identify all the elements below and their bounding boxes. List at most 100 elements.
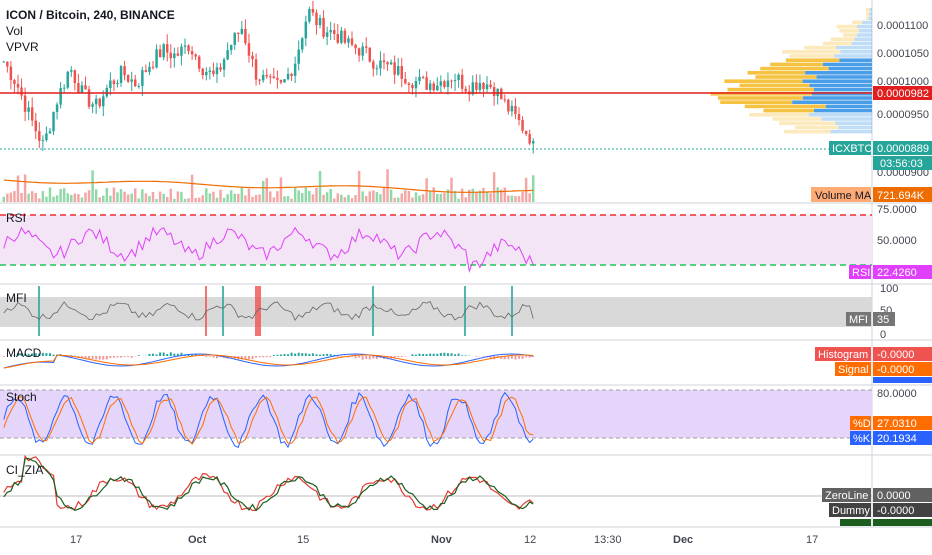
overlay-vol-label[interactable]: Vol bbox=[6, 24, 23, 38]
rsi-pane-title[interactable]: RSI bbox=[6, 211, 26, 225]
volume-bar bbox=[429, 191, 431, 202]
macd-pane-title[interactable]: MACD bbox=[6, 346, 42, 360]
candle-body bbox=[450, 81, 452, 82]
candle-body bbox=[84, 85, 86, 89]
mfi-pane-title[interactable]: MFI bbox=[6, 291, 27, 305]
candle-body bbox=[187, 45, 189, 51]
volume-bar bbox=[138, 198, 140, 202]
macd-histogram-bar bbox=[319, 355, 321, 356]
volume-bar bbox=[411, 198, 413, 202]
volume-bar bbox=[145, 193, 147, 202]
candle-body bbox=[123, 66, 125, 75]
candle-body bbox=[152, 67, 154, 68]
candle-body bbox=[351, 38, 353, 44]
macd-histogram-bar bbox=[326, 354, 328, 356]
volume-profile-up-bar bbox=[740, 84, 810, 88]
volume-bar bbox=[305, 187, 307, 202]
volume-bar bbox=[233, 194, 235, 202]
macd-histogram-bar bbox=[95, 356, 97, 359]
candle-body bbox=[489, 84, 491, 87]
volume-bar bbox=[329, 189, 331, 202]
candle-body bbox=[283, 79, 285, 82]
volume-bar bbox=[496, 187, 498, 202]
volume-bar bbox=[354, 195, 356, 202]
volume-bar bbox=[337, 193, 339, 202]
volume-bar bbox=[493, 172, 495, 202]
candle-body bbox=[461, 75, 463, 89]
macd-histogram-bar bbox=[330, 354, 332, 356]
volume-bar bbox=[386, 169, 388, 202]
volume-bar bbox=[401, 193, 403, 202]
candle-body bbox=[383, 61, 385, 63]
time-tick: Oct bbox=[188, 534, 207, 546]
volume-bar bbox=[280, 177, 282, 202]
macd-histogram-bar bbox=[308, 354, 310, 356]
macd-line bbox=[4, 354, 533, 368]
candle-body bbox=[319, 18, 321, 25]
mfi-signal-marker bbox=[38, 286, 40, 336]
candle-body bbox=[411, 85, 413, 88]
volume-bar bbox=[191, 175, 193, 202]
rsi-axis-tick: 50.0000 bbox=[877, 235, 917, 247]
volume-profile-up-bar bbox=[784, 130, 830, 134]
stoch-k-tag-text: %K bbox=[853, 433, 871, 445]
candle-body bbox=[77, 83, 79, 93]
overlay-vpvr-label[interactable]: VPVR bbox=[6, 40, 39, 54]
candle-body bbox=[198, 57, 200, 69]
candle-body bbox=[258, 80, 260, 81]
candle-body bbox=[326, 32, 328, 36]
volume-bar bbox=[443, 193, 445, 202]
candle-body bbox=[379, 61, 381, 69]
volume-bar bbox=[369, 191, 371, 202]
volume-profile-down-bar bbox=[834, 54, 872, 58]
stoch-pane-title[interactable]: Stoch bbox=[6, 390, 37, 404]
macd-histogram-bar bbox=[102, 356, 104, 360]
chart-title: ICON / Bitcoin, 240, BINANCE bbox=[6, 8, 175, 22]
candle-body bbox=[386, 62, 388, 64]
macd-histogram-bar bbox=[397, 356, 399, 357]
candle-body bbox=[504, 99, 506, 100]
volume-bar bbox=[155, 199, 157, 202]
macd-histogram-bar bbox=[138, 355, 140, 356]
cizia-dummy-value-text: -0.0000 bbox=[877, 505, 914, 517]
volume-bar bbox=[472, 189, 474, 202]
time-tick: 17 bbox=[806, 534, 818, 546]
candle-body bbox=[255, 59, 257, 79]
macd-histogram-bar bbox=[511, 356, 513, 359]
time-tick: Dec bbox=[673, 534, 693, 546]
macd-histogram-bar bbox=[148, 354, 150, 356]
candle-body bbox=[244, 29, 246, 43]
volume-profile-up-bar bbox=[804, 46, 836, 50]
volume-bar bbox=[106, 188, 108, 202]
volume-bar bbox=[379, 194, 381, 202]
candle-body bbox=[70, 70, 72, 72]
volume-bar bbox=[347, 195, 349, 202]
macd-histogram-bar bbox=[465, 355, 467, 356]
candle-body bbox=[223, 59, 225, 69]
macd-histogram-bar bbox=[255, 356, 257, 358]
cizia-pane-title[interactable]: CI_ZIA bbox=[6, 463, 43, 477]
volume-bar bbox=[432, 187, 434, 202]
price-tick: 0.0001100 bbox=[877, 20, 928, 32]
candle-body bbox=[13, 80, 15, 84]
macd-histogram-bar bbox=[454, 354, 456, 356]
volume-bar bbox=[287, 196, 289, 202]
volume-bar bbox=[504, 188, 506, 202]
volume-bar bbox=[20, 193, 22, 202]
candle-body bbox=[102, 96, 104, 106]
candle-body bbox=[191, 51, 193, 54]
macd-histogram-bar bbox=[475, 356, 477, 357]
volume-bar bbox=[102, 196, 104, 202]
candle-body bbox=[354, 45, 356, 49]
candle-body bbox=[66, 72, 68, 88]
time-axis[interactable]: 17 Oct 15 Nov 12 13:30 Dec 17 bbox=[70, 534, 818, 546]
volume-bar bbox=[84, 193, 86, 202]
volume-profile-down-bar bbox=[870, 8, 872, 12]
volume-bar bbox=[59, 189, 61, 202]
volume-profile-down-bar bbox=[855, 37, 872, 41]
volume-bar bbox=[315, 188, 317, 202]
cizia-line-a bbox=[4, 456, 533, 510]
candle-body bbox=[219, 67, 221, 69]
volume-bar bbox=[66, 193, 68, 202]
